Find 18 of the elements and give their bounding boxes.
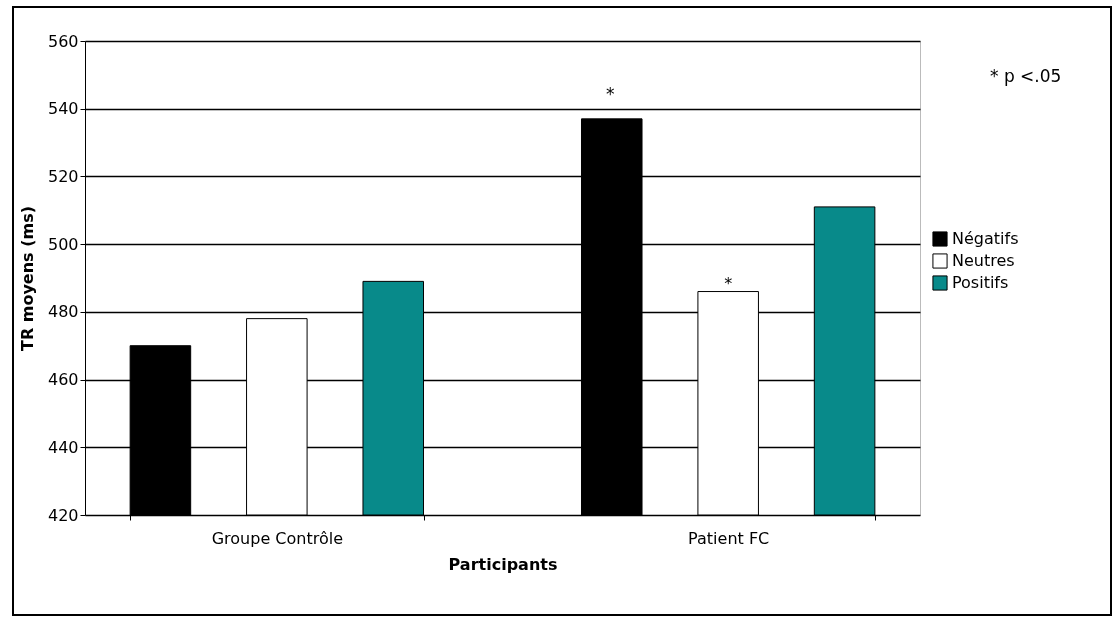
annotation: * xyxy=(724,273,733,293)
y-tick-label: 560 xyxy=(47,31,79,51)
y-tick-label: 540 xyxy=(47,99,79,119)
y-tick-label: 460 xyxy=(47,370,79,390)
legend-label: Positifs xyxy=(952,273,1009,292)
x-tick-label: Groupe Contrôle xyxy=(211,528,343,548)
y-tick-label: 480 xyxy=(47,302,79,322)
annotation: * xyxy=(606,84,615,104)
text: * p <.05 xyxy=(990,66,1062,86)
y-tick-label: 500 xyxy=(47,234,79,254)
y-tick-label: 420 xyxy=(47,505,79,525)
legend-label: Négatifs xyxy=(952,229,1019,248)
y-tick-label: 440 xyxy=(47,437,79,457)
y-axis-title: TR moyens (ms) xyxy=(17,205,37,352)
y-tick-label: 520 xyxy=(47,166,79,186)
x-tick-label: Patient FC xyxy=(688,528,770,548)
legend-label: Neutres xyxy=(952,251,1015,270)
x-axis-title: Participants xyxy=(448,554,558,574)
